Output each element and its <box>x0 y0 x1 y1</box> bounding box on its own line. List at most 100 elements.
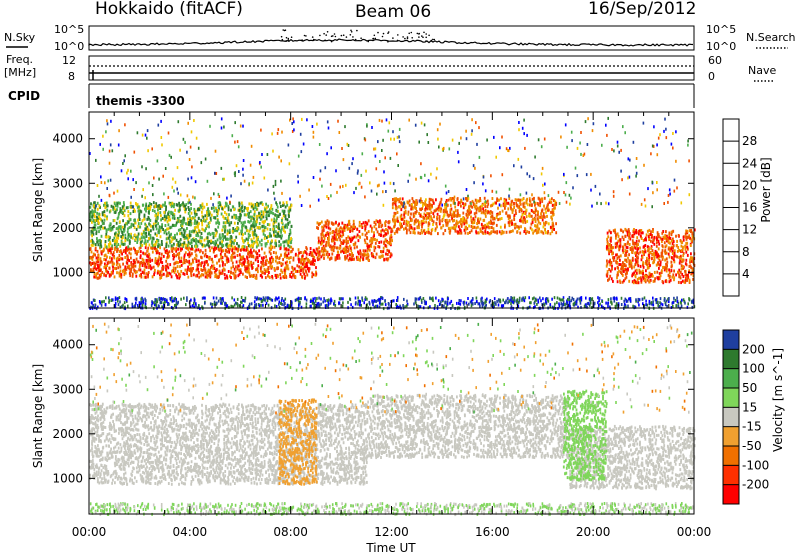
data-cell <box>516 204 519 208</box>
data-cell <box>161 297 164 301</box>
data-cell <box>310 260 313 264</box>
data-cell <box>320 297 322 301</box>
data-cell <box>247 250 250 254</box>
data-cell <box>432 212 435 216</box>
data-cell <box>428 200 431 204</box>
data-cell <box>305 305 308 309</box>
data-cell <box>373 245 376 249</box>
data-cell <box>646 256 648 260</box>
data-cell <box>204 296 206 300</box>
data-cell <box>423 299 426 303</box>
data-cell <box>217 205 220 208</box>
data-cell <box>268 271 270 274</box>
data-cell <box>356 227 359 231</box>
data-cell <box>134 251 137 255</box>
data-cell <box>651 252 654 256</box>
data-cell <box>140 300 142 304</box>
data-cell <box>292 247 294 251</box>
data-cell <box>303 272 306 276</box>
data-cell <box>131 305 134 309</box>
data-cell <box>117 299 119 303</box>
data-cell <box>201 210 203 214</box>
data-cell <box>513 202 515 206</box>
data-cell <box>418 297 420 301</box>
data-cell <box>652 279 655 283</box>
data-cell <box>203 265 205 269</box>
data-cell <box>635 229 638 232</box>
data-cell <box>634 241 637 245</box>
data-cell <box>231 205 234 209</box>
data-cell <box>614 228 616 232</box>
data-cell <box>498 212 501 216</box>
data-cell <box>583 304 586 308</box>
data-cell <box>399 225 402 229</box>
data-cell <box>612 258 615 262</box>
data-cell <box>558 297 561 301</box>
data-cell <box>278 240 281 244</box>
data-cell <box>244 299 246 303</box>
data-cell <box>271 259 274 263</box>
nsearch-point <box>392 37 394 39</box>
data-cell <box>673 278 675 282</box>
data-cell <box>198 222 200 226</box>
data-cell <box>381 302 384 306</box>
data-cell <box>502 204 505 208</box>
data-cell <box>132 265 135 269</box>
data-cell <box>182 272 185 276</box>
data-cell <box>139 245 142 249</box>
data-cell <box>325 303 328 307</box>
data-cell <box>503 197 506 201</box>
data-cell <box>225 304 228 308</box>
data-cell <box>456 209 459 213</box>
data-cell <box>316 256 319 260</box>
data-cell <box>638 298 641 302</box>
data-cell <box>611 302 613 306</box>
data-cell <box>645 303 647 307</box>
data-cell <box>282 275 284 279</box>
data-cell <box>283 252 286 256</box>
data-cell <box>211 246 213 250</box>
data-cell <box>633 305 636 309</box>
data-cell <box>447 198 450 202</box>
data-cell <box>350 258 352 262</box>
nsearch-point <box>433 38 436 41</box>
data-cell <box>203 238 206 242</box>
data-cell <box>542 225 545 229</box>
data-cell <box>197 267 200 271</box>
data-cell <box>280 263 283 267</box>
data-cell <box>422 204 424 208</box>
data-cell <box>126 248 129 251</box>
data-cell <box>153 209 156 213</box>
data-cell <box>427 227 430 231</box>
data-cell <box>635 268 638 272</box>
data-cell <box>133 260 136 264</box>
data-cell <box>425 230 428 234</box>
data-cell <box>662 230 665 233</box>
data-cell <box>623 299 625 303</box>
data-cell <box>389 255 392 259</box>
data-cell <box>619 239 622 243</box>
data-cell <box>398 200 401 204</box>
data-cell <box>378 297 380 301</box>
data-cell <box>546 206 549 210</box>
data-cell <box>621 235 624 239</box>
data-cell <box>274 241 277 245</box>
data-cell <box>264 269 267 273</box>
data-cell <box>191 304 194 308</box>
cpid-label: CPID <box>8 89 40 103</box>
data-cell <box>124 271 127 275</box>
data-cell <box>539 204 541 208</box>
data-cell <box>142 299 145 303</box>
data-cell <box>611 264 613 268</box>
data-cell <box>399 217 402 221</box>
data-cell <box>99 301 101 305</box>
data-cell <box>110 273 112 277</box>
data-cell <box>142 251 144 255</box>
data-cell <box>367 244 370 248</box>
data-cell <box>404 211 407 215</box>
data-cell <box>627 256 629 260</box>
data-cell <box>221 297 223 301</box>
data-cell <box>622 245 624 249</box>
data-cell <box>536 225 539 229</box>
data-cell <box>108 299 111 303</box>
